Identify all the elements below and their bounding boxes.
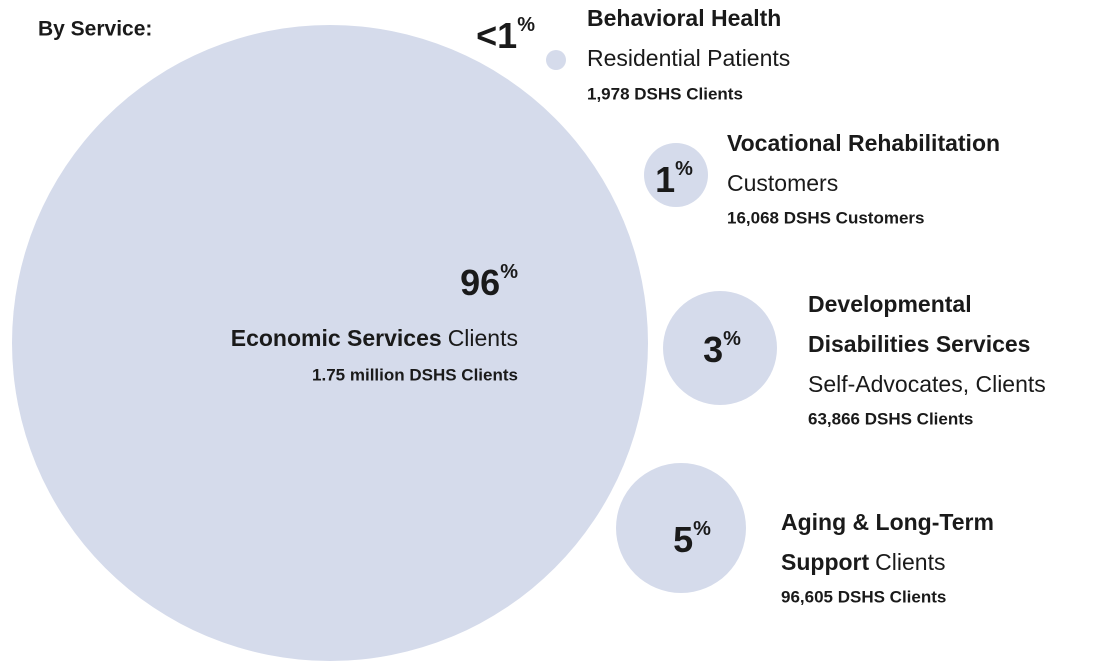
role: Clients <box>875 549 945 575</box>
count: 96,605 DSHS Clients <box>781 587 946 606</box>
name: Aging & Long-Term <box>781 509 994 535</box>
bubble <box>644 143 708 207</box>
percent-sign: % <box>723 328 741 350</box>
percent: 5% <box>673 518 711 559</box>
percent-value: 1 <box>655 159 675 200</box>
percent-sign: % <box>517 14 535 36</box>
percent: 3% <box>703 328 741 369</box>
percent-sign: % <box>500 261 518 283</box>
percent-value: 3 <box>703 329 723 370</box>
role: Self-Advocates, Clients <box>808 371 1046 397</box>
service-name: Support Clients <box>781 549 945 575</box>
title: By Service: <box>38 18 152 41</box>
count: 1,978 DSHS Clients <box>587 84 743 103</box>
name: Economic Services <box>231 325 442 351</box>
count: 1.75 million DSHS Clients <box>312 365 518 384</box>
bubble <box>616 463 746 593</box>
percent-sign: % <box>675 158 693 180</box>
percent-sign: % <box>693 518 711 540</box>
bubble <box>663 291 777 405</box>
percent: 96% <box>460 261 518 302</box>
role: Clients <box>448 325 518 351</box>
name: Behavioral Health <box>587 5 781 31</box>
percent-value: 96 <box>460 262 500 303</box>
name: Disabilities Services <box>808 331 1030 357</box>
bubble <box>546 50 566 70</box>
count: 16,068 DSHS Customers <box>727 208 924 227</box>
role: Residential Patients <box>587 45 790 71</box>
count: 63,866 DSHS Clients <box>808 409 973 428</box>
percent-value: <1 <box>476 15 517 56</box>
percent: 1% <box>655 158 693 199</box>
role: Customers <box>727 170 838 196</box>
bubble <box>12 25 648 661</box>
name: Developmental <box>808 291 972 317</box>
percent: <1% <box>476 14 535 55</box>
name: Vocational Rehabilitation <box>727 130 1000 156</box>
service-name: Economic Services Clients <box>231 325 518 351</box>
percent-value: 5 <box>673 519 693 560</box>
name: Support <box>781 549 869 575</box>
